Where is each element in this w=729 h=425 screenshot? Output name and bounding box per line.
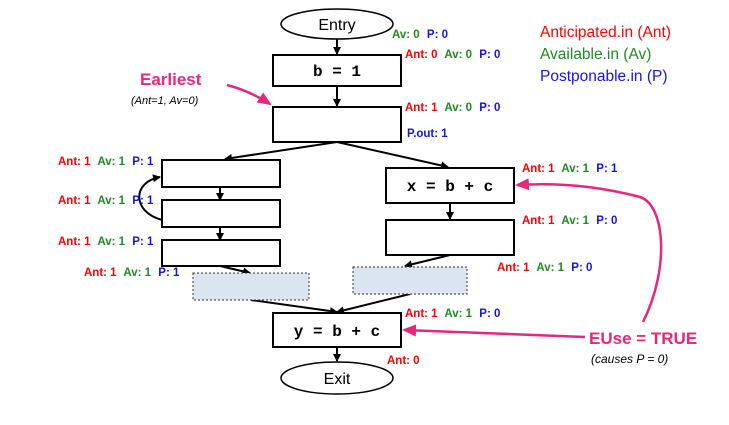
euse-arrow-to-x <box>515 178 663 323</box>
entry-node <box>280 8 394 40</box>
p-value: P: 0 <box>427 29 448 41</box>
edge-r2-rspill <box>404 254 451 269</box>
edge-loop-back <box>138 174 163 221</box>
flow-left-3-in: Ant: 1 Av: 1 P: 1 <box>58 236 154 248</box>
flow-left-1-in: Ant: 1 Av: 1 P: 1 <box>58 156 154 168</box>
ant-value: Ant: 1 <box>84 267 117 279</box>
av-value: Av: 0 <box>444 49 472 61</box>
p-value: P: 1 <box>596 163 618 175</box>
edge-earliest-right <box>336 141 449 170</box>
flow-b-in: Ant: 0 Av: 0 P: 0 <box>405 49 500 61</box>
block-x-assign <box>385 167 515 204</box>
legend: Anticipated.in (Ant) Available.in (Av) P… <box>540 24 671 85</box>
block-left-3 <box>161 239 281 267</box>
euse-note: (causes P = 0) <box>591 352 668 366</box>
exit-label: Exit <box>324 371 351 388</box>
av-value: Av: 1 <box>444 308 472 320</box>
av-value: Av: 1 <box>536 262 564 274</box>
legend-postponable: Postponable.in (P) <box>540 68 668 85</box>
legend-available: Available.in (Av) <box>540 46 651 63</box>
ant-value: Ant: 0 <box>387 355 420 367</box>
flow-left-spill-in: Ant: 1 Av: 1 P: 1 <box>84 267 180 279</box>
block-right-spill <box>352 266 468 295</box>
flow-exit-in: Ant: 0 <box>387 355 420 367</box>
y-assign-code: y = b + c <box>294 323 380 341</box>
ant-value: Ant: 1 <box>58 236 91 248</box>
flow-y-in: Ant: 1 Av: 1 P: 0 <box>405 308 500 320</box>
ant-value: Ant: 1 <box>497 262 530 274</box>
ant-value: Ant: 1 <box>405 308 438 320</box>
x-assign-code: x = b + c <box>407 178 493 196</box>
av-value: Av: 1 <box>561 163 589 175</box>
edge-lspill-y <box>250 299 338 315</box>
block-left-1 <box>161 159 281 188</box>
av-value: Av: 0 <box>444 102 472 114</box>
block-b-assign <box>272 54 402 87</box>
p-out-label: P.out: 1 <box>407 128 448 140</box>
earliest-title: Earliest <box>140 70 202 89</box>
p-value: P: 1 <box>132 195 154 207</box>
edge-l3-lspill <box>219 265 251 276</box>
block-earliest <box>272 106 402 143</box>
cfg-edges <box>138 38 454 362</box>
av-value: Av: 1 <box>97 156 125 168</box>
euse-arrow-to-y <box>402 324 586 339</box>
p-value: P: 0 <box>596 215 617 227</box>
block-left-2 <box>161 199 281 228</box>
flow-entry-out: Av: 0 P: 0 <box>392 29 448 41</box>
av-value: Av: 1 <box>561 215 589 227</box>
p-value: P: 1 <box>132 236 154 248</box>
exit-node <box>280 361 394 395</box>
p-value: P: 0 <box>479 308 500 320</box>
flow-right-2-in: Ant: 1 Av: 1 P: 0 <box>522 215 617 227</box>
av-value: Av: 1 <box>97 195 125 207</box>
p-value: P: 0 <box>571 262 592 274</box>
ant-value: Ant: 1 <box>522 163 555 175</box>
ant-value: Ant: 1 <box>58 156 91 168</box>
edge-rspill-y <box>336 293 411 315</box>
ant-value: Ant: 1 <box>522 215 555 227</box>
av-value: Av: 0 <box>392 29 420 41</box>
p-value: P: 0 <box>479 102 500 114</box>
av-value: Av: 1 <box>123 267 151 279</box>
entry-label: Entry <box>318 17 355 34</box>
flow-earliest-in: Ant: 1 Av: 0 P: 0 <box>405 102 500 114</box>
block-right-2 <box>385 219 515 256</box>
p-value: P: 1 <box>158 267 180 279</box>
earliest-condition: (Ant=1, Av=0) <box>131 95 199 107</box>
flow-right-spill-in: Ant: 1 Av: 1 P: 0 <box>497 262 592 274</box>
earliest-arrow <box>226 83 272 106</box>
av-value: Av: 1 <box>97 236 125 248</box>
edge-earliest-left <box>224 141 338 162</box>
ant-value: Ant: 1 <box>58 195 91 207</box>
p-value: P: 0 <box>479 49 500 61</box>
b-assign-code: b = 1 <box>313 63 361 81</box>
euse-title: EUse = TRUE <box>589 329 697 348</box>
ant-value: Ant: 1 <box>405 102 438 114</box>
p-value: P: 1 <box>132 156 154 168</box>
flow-left-2-in: Ant: 1 Av: 1 P: 1 <box>58 195 154 207</box>
flow-x-in: Ant: 1 Av: 1 P: 1 <box>522 163 618 175</box>
legend-anticipated: Anticipated.in (Ant) <box>540 24 671 41</box>
block-left-spill <box>192 272 310 301</box>
block-y-assign <box>272 312 402 348</box>
ant-value: Ant: 0 <box>405 49 438 61</box>
